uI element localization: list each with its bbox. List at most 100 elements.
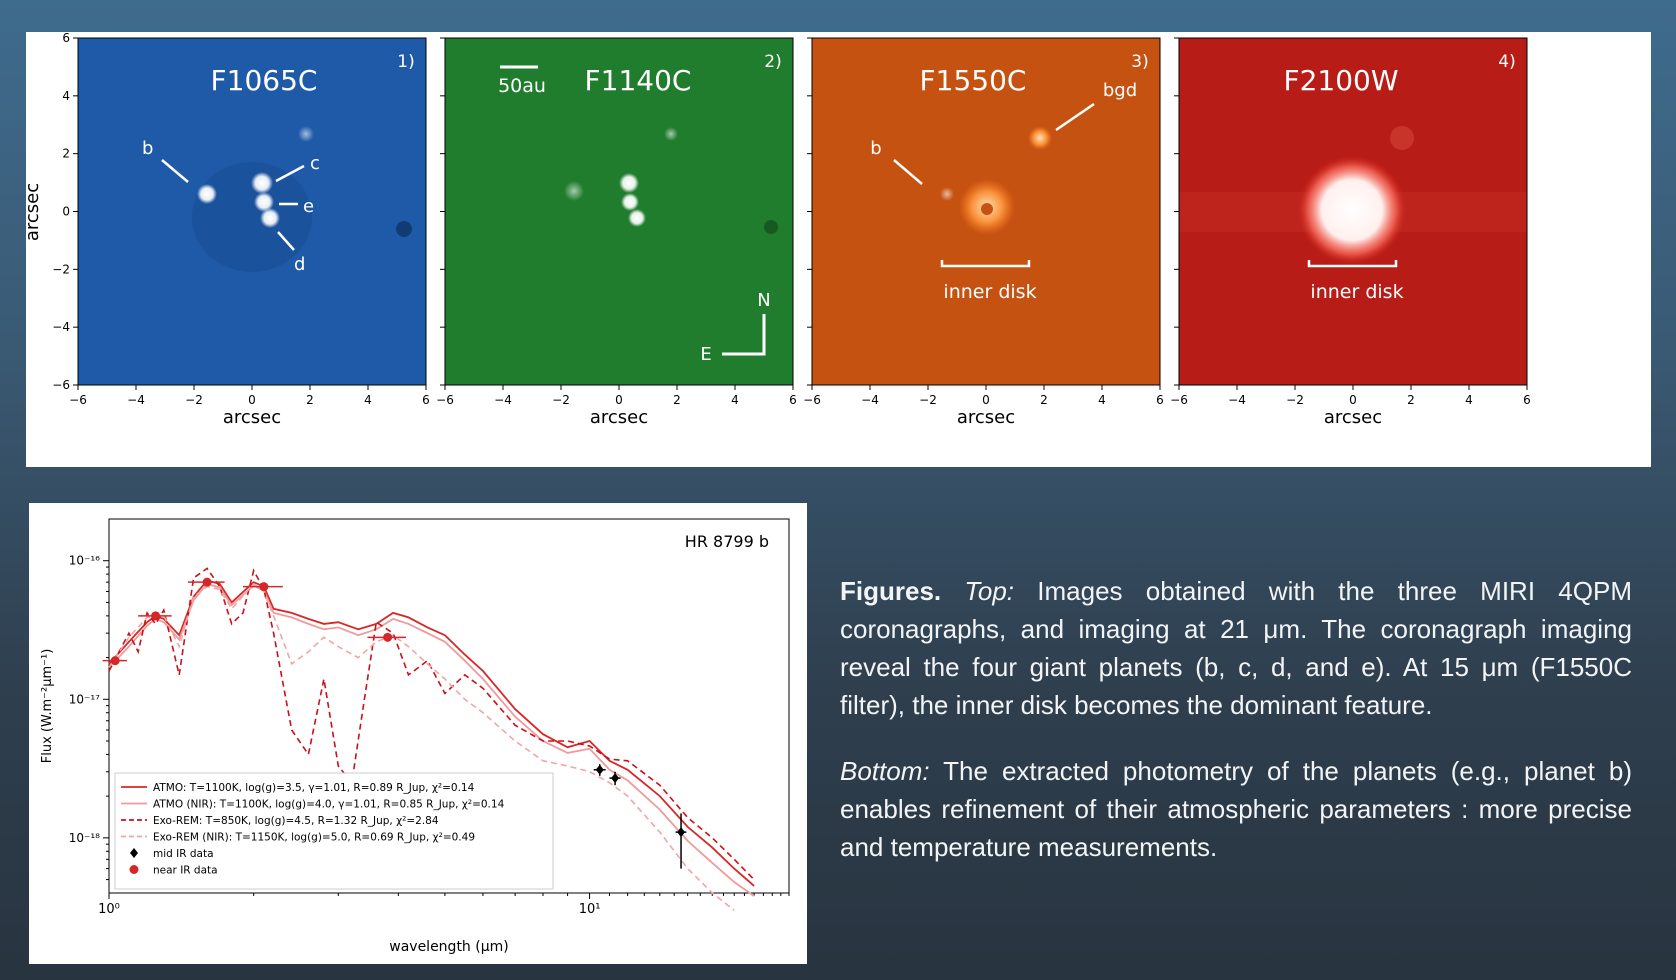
- planet-d-blob: [628, 209, 646, 227]
- compass-arrows: [722, 314, 766, 356]
- inner-disk-bracket: [1307, 260, 1398, 268]
- filter-label: F1140C: [585, 64, 692, 97]
- inner-disk-label: inner disk: [943, 281, 1036, 303]
- label-c: c: [310, 153, 320, 174]
- x-tick-label: 6: [1523, 393, 1531, 407]
- planet-b-blob: [564, 181, 584, 201]
- near-ir-data-point: [383, 632, 393, 642]
- planet-c-blob: [619, 173, 639, 193]
- y-tick-label: −2: [52, 262, 70, 276]
- x-axis-label: arcsec: [957, 407, 1015, 428]
- inner-disk-center: [981, 203, 993, 215]
- legend-box: [114, 772, 554, 890]
- sed-chart: 10⁰ 10¹ 10⁻¹⁶ 10⁻¹⁷ 10⁻¹⁸ HR 8799 b waveleng…: [29, 503, 807, 964]
- top-axes: −6 −4 −2 0 2 4 6 arcsec −6 −4 −2 0 2 4 6 arcsec −6 −4 −2 0 2…: [52, 31, 1531, 428]
- mid-ir-data-point: [677, 827, 686, 838]
- label-bgd: bgd: [1103, 80, 1137, 101]
- planet-e-blob: [254, 192, 274, 212]
- x-tick-label: 10⁰: [98, 902, 120, 917]
- inner-disk-bracket: [940, 260, 1031, 268]
- x-tick-label: −6: [436, 393, 454, 407]
- mid-ir-data-point: [595, 764, 604, 775]
- x-tick-label: −6: [803, 393, 821, 407]
- caption-top-paragraph: Figures. Top: Images obtained with the t…: [840, 572, 1632, 724]
- legend-label-2: ATMO (NIR): T=1100K, log(g)=4.0, γ=1.01,…: [153, 799, 505, 811]
- caption-bottom-tag: Bottom:: [840, 756, 930, 786]
- label-e: e: [303, 196, 314, 217]
- x-tick-label: 0: [248, 393, 256, 407]
- filter-label: F2100W: [1283, 64, 1398, 97]
- inner-disk-blob: [1297, 155, 1407, 265]
- x-axis-label: wavelength (μm): [389, 939, 508, 955]
- legend-label-points-2: near IR data: [153, 865, 218, 877]
- background-blob: [664, 127, 678, 141]
- sed-chart-svg: 10⁰ 10¹ 10⁻¹⁶ 10⁻¹⁷ 10⁻¹⁸ HR 8799 b waveleng…: [40, 518, 790, 955]
- x-tick-label: 6: [422, 393, 430, 407]
- caption-top-tag: Top:: [964, 576, 1015, 606]
- pointer-c: [275, 164, 305, 183]
- x-tick-label: 2: [1407, 393, 1415, 407]
- caption: Figures. Top: Images obtained with the t…: [840, 572, 1632, 894]
- x-axis-label: arcsec: [1324, 407, 1382, 428]
- miri-images-figure: F1065C 1) b c e d 50au F1140C 2) N E: [22, 31, 1651, 467]
- pointer-bgd: [1055, 102, 1095, 132]
- series-line-3: [108, 567, 755, 881]
- near-ir-data-point: [110, 656, 120, 666]
- panel-index: 1): [397, 52, 414, 72]
- legend-label-1: ATMO: T=1100K, log(g)=3.5, γ=1.01, R=0.8…: [153, 782, 475, 794]
- caption-bottom-paragraph: Bottom: The extracted photometry of the …: [840, 752, 1632, 866]
- x-tick-label: −2: [552, 393, 570, 407]
- y-tick-label: 10⁻¹⁷: [69, 692, 100, 706]
- legend-marker-near-ir: [129, 865, 139, 874]
- label-b: b: [142, 138, 153, 159]
- x-tick-label: 6: [1156, 393, 1164, 407]
- scale-bar-label: 50au: [498, 75, 546, 97]
- x-tick-label: −2: [919, 393, 937, 407]
- mid-ir-data-point: [611, 773, 620, 784]
- caption-lead: Figures.: [840, 576, 942, 606]
- x-tick-label: −4: [494, 393, 512, 407]
- bgd-blob: [1390, 126, 1414, 150]
- x-tick-label: 4: [731, 393, 739, 407]
- bgd-blob: [1028, 126, 1052, 150]
- x-tick-label: −4: [127, 393, 145, 407]
- compass-east: E: [700, 344, 711, 365]
- label-d: d: [294, 254, 305, 275]
- filter-label: F1550C: [920, 64, 1027, 97]
- x-tick-label: 4: [1098, 393, 1106, 407]
- x-tick-label: 2: [306, 393, 314, 407]
- x-tick-label: 6: [789, 393, 797, 407]
- x-axis-label: arcsec: [223, 407, 281, 428]
- pointer-d: [277, 231, 295, 251]
- panel-f1550c: F1550C 3) bgd b inner disk: [812, 38, 1160, 385]
- y-tick-label: 0: [62, 205, 70, 219]
- planet-b-blob: [940, 187, 954, 201]
- x-tick-label: 4: [1465, 393, 1473, 407]
- inner-disk-label: inner disk: [1310, 281, 1403, 303]
- x-axis-label: arcsec: [590, 407, 648, 428]
- pointer-b: [161, 159, 189, 183]
- legend-marker-mid-ir: [130, 848, 138, 858]
- dark-spot: [764, 220, 778, 234]
- label-b: b: [870, 138, 881, 159]
- x-tick-label: 2: [1040, 393, 1048, 407]
- panel-f2100w: F2100W 4) inner disk: [1179, 38, 1527, 385]
- chart-points: [102, 577, 687, 869]
- panel-1-halo: [192, 162, 312, 272]
- series-line-1: [108, 579, 755, 887]
- planet-d-blob: [260, 208, 280, 228]
- y-tick-label: −6: [52, 378, 70, 392]
- x-tick-label: −6: [69, 393, 87, 407]
- panel-index: 3): [1131, 52, 1148, 72]
- y-axis-label: Flux (W.m⁻²μm⁻¹): [40, 649, 55, 764]
- filter-label: F1065C: [211, 64, 318, 97]
- series-line-4: [108, 582, 735, 911]
- pointer-b: [893, 159, 923, 185]
- panel-index: 4): [1498, 52, 1515, 72]
- x-tick-label: 0: [982, 393, 990, 407]
- background-blob: [298, 126, 314, 142]
- x-tick-label: 0: [615, 393, 623, 407]
- compass-north: N: [757, 290, 770, 311]
- near-ir-data-point: [151, 611, 161, 621]
- chart-title: HR 8799 b: [685, 532, 769, 551]
